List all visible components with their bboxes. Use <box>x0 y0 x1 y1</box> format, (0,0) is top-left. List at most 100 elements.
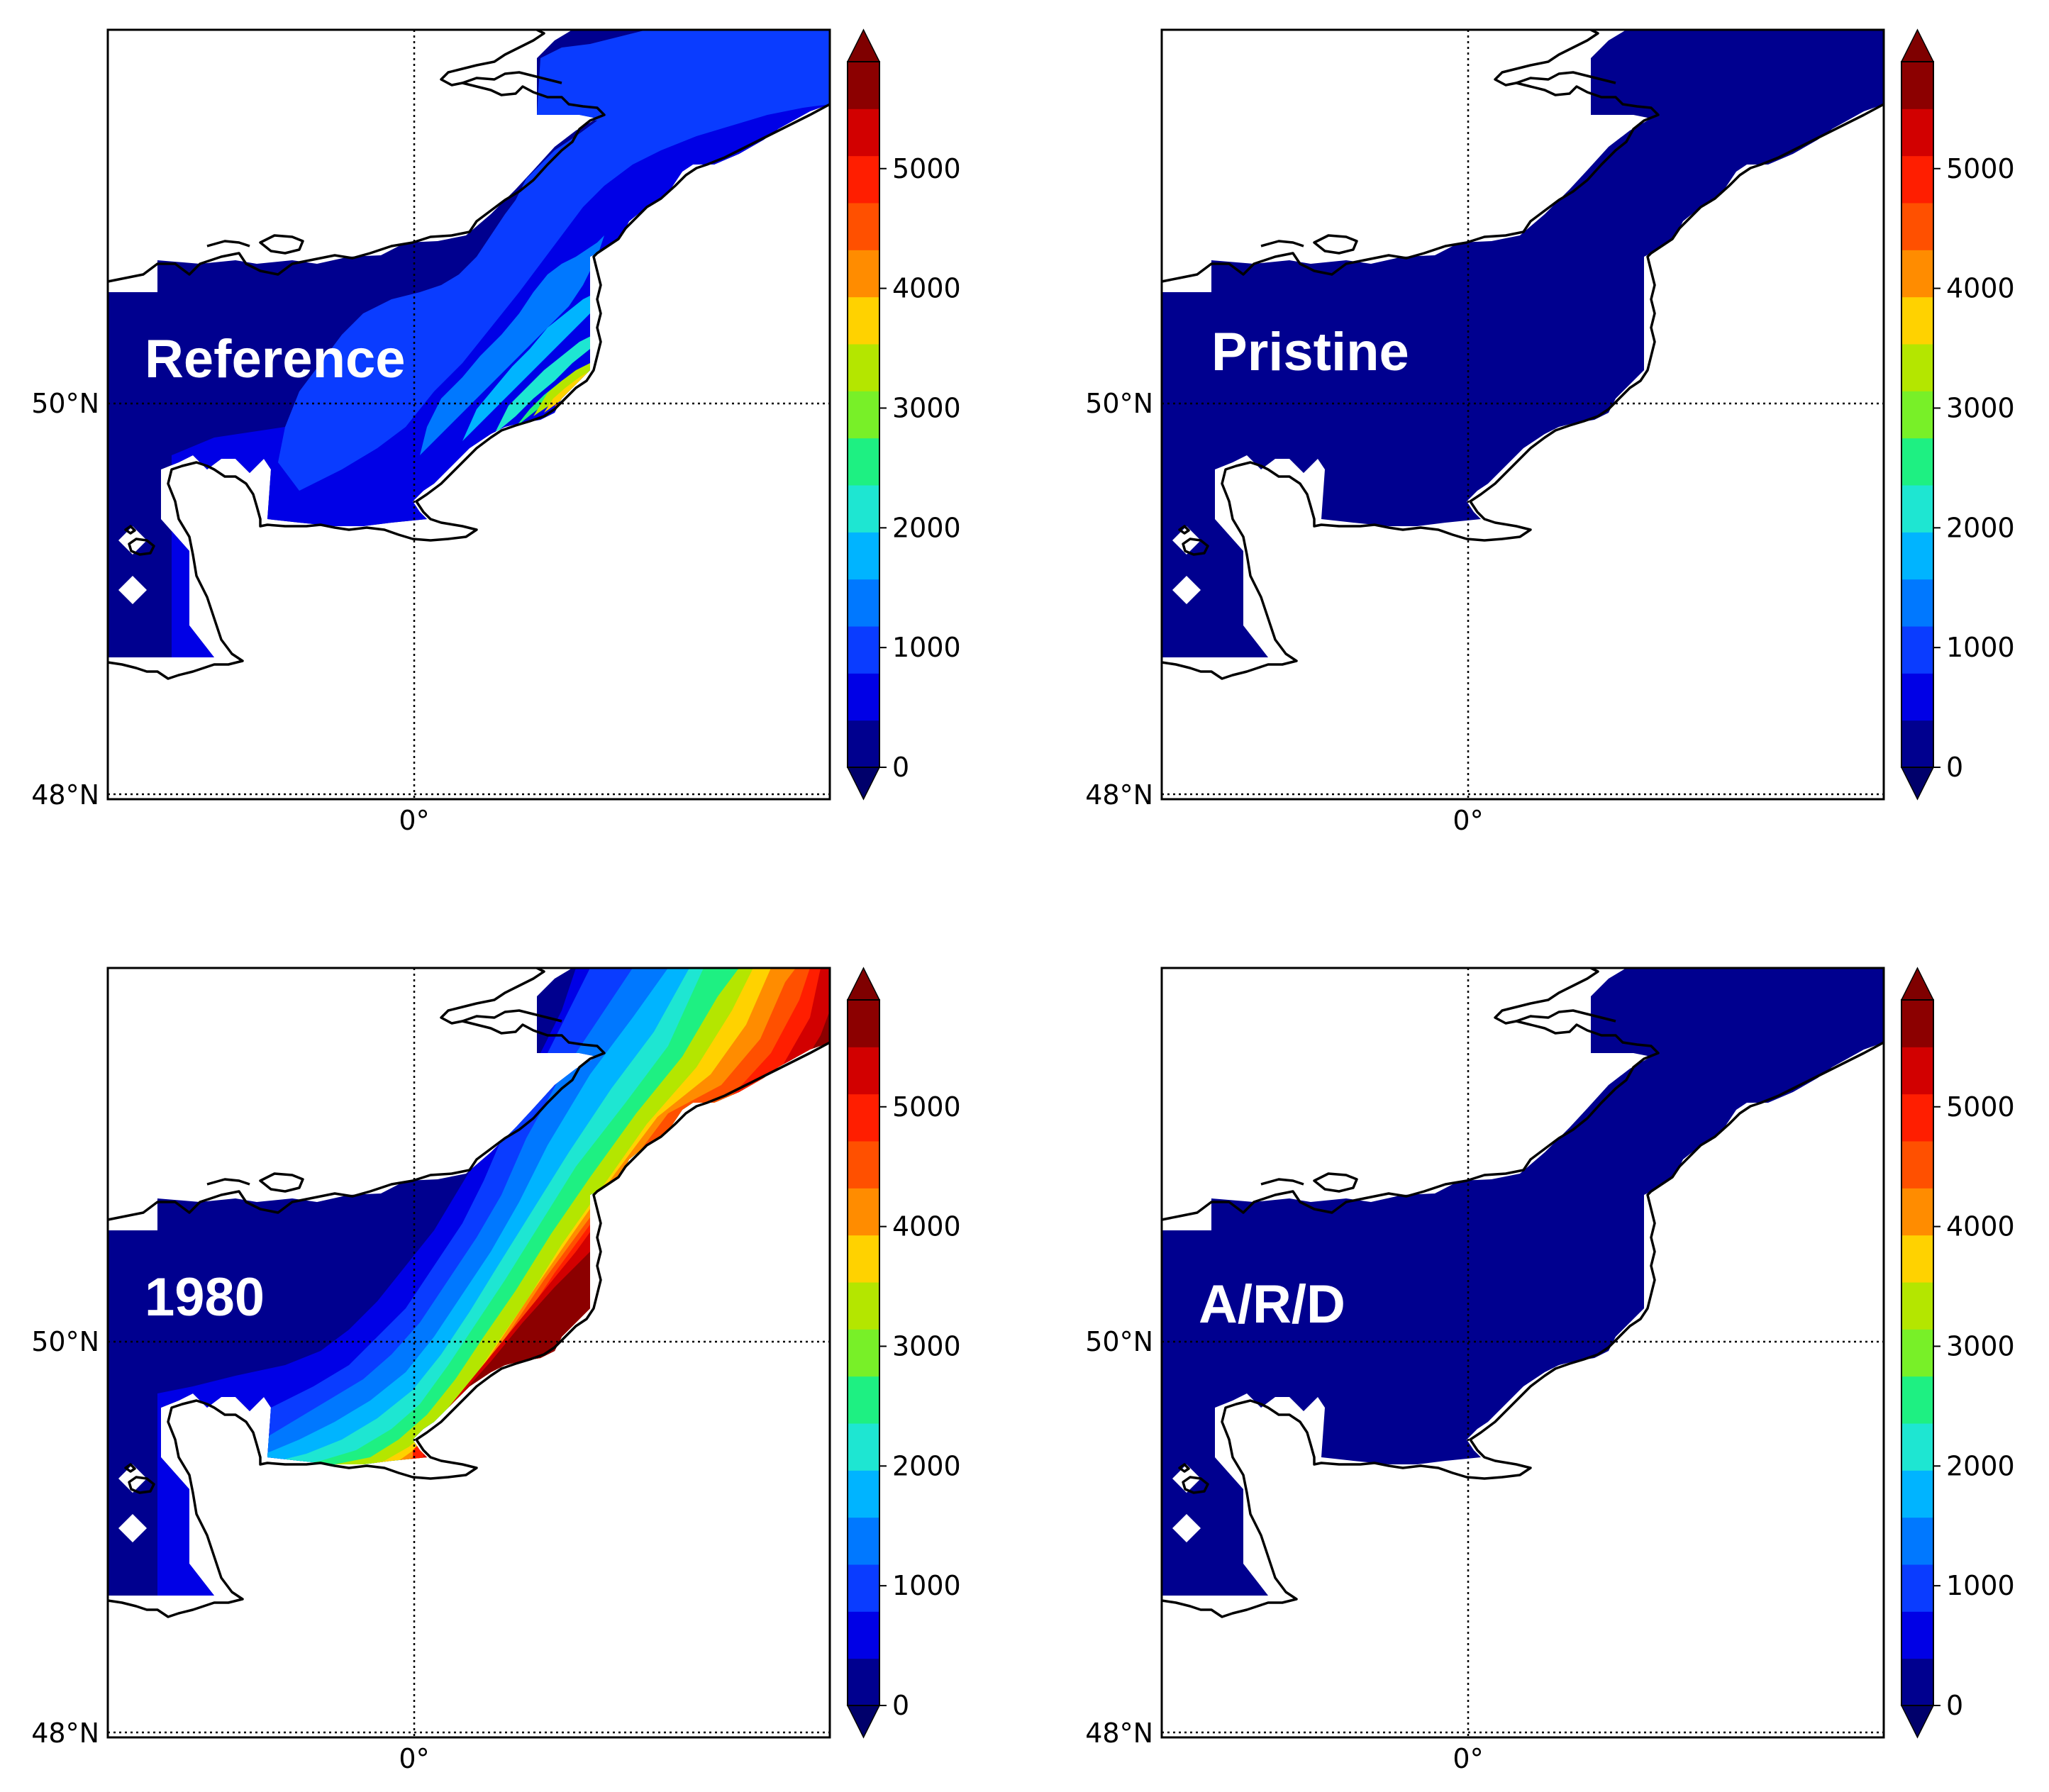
colorbar-band-8 <box>848 1282 879 1330</box>
coastline-segment-6 <box>1178 1463 1190 1473</box>
lat-label-48n: 48°N <box>31 779 99 811</box>
colorbar-tick-label-3: 3000 <box>1946 1330 2015 1362</box>
coastline-segment-1 <box>1516 71 1616 84</box>
colorbar-band-2 <box>1901 626 1933 674</box>
colorbar-band-12 <box>848 1093 879 1142</box>
colorbar-band-11 <box>848 1141 879 1189</box>
colorbar-band-12 <box>1901 1093 1933 1142</box>
colorbar-frame <box>1901 61 1934 768</box>
gridlines <box>108 968 830 1737</box>
colorbar-band-13 <box>1901 1047 1933 1095</box>
coastline-segment-4 <box>107 103 831 680</box>
coastline-segment-0 <box>107 28 606 283</box>
colorbar-band-10 <box>1901 1188 1933 1236</box>
colorbar-tick-label-5: 5000 <box>892 153 961 184</box>
coastline-segment-5 <box>128 538 155 556</box>
lat-label-48n: 48°N <box>31 1718 99 1749</box>
colorbar-tick-label-1: 1000 <box>1946 1570 2015 1601</box>
map-frame <box>106 28 831 801</box>
colorbar-band-14 <box>1901 1000 1933 1047</box>
field-band-5 <box>494 335 594 434</box>
colorbar-tick-label-5: 5000 <box>892 1091 961 1123</box>
colorbar-band-5 <box>1901 485 1933 533</box>
colorbar: 0 1000 2000 3000 4000 5000 <box>1900 967 2015 1739</box>
field-band-4 <box>462 292 597 441</box>
island-mask-1 <box>118 1514 147 1542</box>
colorbar-tick-label-4: 4000 <box>1946 273 2015 304</box>
lat-label-50n: 50°N <box>31 388 99 419</box>
colorbar-band-11 <box>1901 203 1933 250</box>
colorbar-tick-label-2: 2000 <box>1946 512 2015 543</box>
colorbar-tick-label-2: 2000 <box>892 1450 961 1481</box>
map-frame <box>1160 967 1885 1739</box>
colorbar-tick-label-0: 0 <box>892 1690 909 1721</box>
colorbar-band-11 <box>848 203 879 250</box>
gridlines <box>1162 968 1884 1737</box>
colorbar-extend-max <box>846 967 881 1001</box>
colorbar-band-6 <box>848 438 879 486</box>
colorbar-band-12 <box>1901 155 1933 204</box>
colorbar-band-6 <box>1901 438 1933 486</box>
coastline <box>107 28 831 680</box>
colorbar-band-10 <box>1901 250 1933 298</box>
colorbar-tick-label-4: 4000 <box>1946 1211 2015 1242</box>
island-mask-1 <box>1172 576 1201 604</box>
coastline-segment-1 <box>462 1009 562 1023</box>
map-frame <box>106 967 831 1739</box>
colorbar-tick-label-1: 1000 <box>892 632 961 663</box>
colorbar-extend-max <box>1900 967 1935 1001</box>
colorbar-band-2 <box>848 626 879 674</box>
coastline-segment-4 <box>1161 103 1884 680</box>
colorbar-band-2 <box>1901 1564 1933 1612</box>
lat-label-50n: 50°N <box>1085 1326 1153 1357</box>
colorbar-band-10 <box>848 1188 879 1236</box>
colorbar-band-11 <box>1901 1141 1933 1189</box>
colorbar-band-12 <box>848 155 879 204</box>
colorbar-band-3 <box>1901 1517 1933 1565</box>
panel-label: Pristine <box>1211 322 1409 382</box>
colorbar-band-14 <box>1901 62 1933 109</box>
colorbar-band-1 <box>848 673 879 721</box>
coastline-segment-3 <box>206 1178 250 1186</box>
map-panel-3: 50°N 48°N 0° 1980 0 1000 2000 3000 4000 5000 <box>31 967 961 1774</box>
colorbar-band-14 <box>848 62 879 109</box>
colorbar-band-14 <box>848 1000 879 1047</box>
colorbar-band-9 <box>848 296 879 345</box>
colorbar-tick-label-3: 3000 <box>892 1330 961 1362</box>
colorbar-band-8 <box>1901 1282 1933 1330</box>
lon-label-0: 0° <box>399 805 429 836</box>
map-panel-2: 50°N 48°N 0° Pristine 0 1000 2000 3000 4000 5000 <box>1085 28 2015 836</box>
coastline-segment-2 <box>1313 1172 1358 1193</box>
colorbar-band-9 <box>1901 1235 1933 1283</box>
colorbar-band-3 <box>848 579 879 627</box>
colorbar-band-8 <box>1901 344 1933 391</box>
colorbar-band-13 <box>1901 108 1933 157</box>
lat-label-48n: 48°N <box>1085 779 1153 811</box>
colorbar-extend-max <box>846 28 881 62</box>
colorbar-band-5 <box>1901 1423 1933 1471</box>
colorbar-band-13 <box>848 108 879 157</box>
coastline-segment-3 <box>206 240 250 247</box>
colorbar-band-7 <box>848 1329 879 1377</box>
colorbar-band-1 <box>1901 673 1933 721</box>
colorbar-band-4 <box>1901 532 1933 580</box>
coastline-segment-5 <box>128 1476 155 1494</box>
coastline <box>1161 967 1884 1618</box>
coastline-segment-3 <box>1260 1178 1304 1186</box>
colorbar-band-7 <box>1901 1329 1933 1377</box>
coastline-segment-0 <box>107 967 606 1221</box>
colorbar-frame <box>1901 999 1934 1706</box>
colorbar-band-6 <box>848 1376 879 1424</box>
colorbar-extend-min <box>1900 767 1935 801</box>
colorbar-tick-label-5: 5000 <box>1946 153 2015 184</box>
colorbar-band-2 <box>848 1564 879 1612</box>
colorbar-band-0 <box>1901 720 1933 768</box>
coastline-segment-3 <box>1260 240 1304 247</box>
colorbar-tick-label-4: 4000 <box>892 1211 961 1242</box>
field-band-3 <box>420 235 604 455</box>
coastline-segment-6 <box>124 1463 136 1473</box>
panel-label: Reference <box>145 329 406 389</box>
colorbar-band-9 <box>1901 296 1933 345</box>
lon-label-0: 0° <box>1453 805 1483 836</box>
colorbar-band-6 <box>1901 1376 1933 1424</box>
